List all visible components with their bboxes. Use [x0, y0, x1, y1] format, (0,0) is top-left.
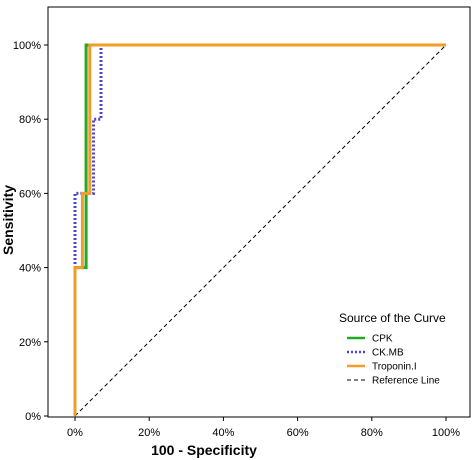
x-tick-label: 60%	[287, 427, 309, 439]
plot-frame	[47, 6, 471, 418]
x-tick-label: 100%	[432, 427, 460, 439]
y-tick-label: 40%	[19, 263, 41, 275]
x-axis-title: 100 - Specificity	[151, 442, 257, 458]
y-tick-label: 80%	[19, 114, 41, 126]
x-tick-label: 0%	[67, 427, 83, 439]
legend: Source of the Curve CPK CK.MB Troponin.I Re…	[339, 311, 446, 387]
legend-items: CPK CK.MB Troponin.I Reference Line	[347, 334, 440, 387]
y-axis-ticks: 0% 20% 40% 60% 80% 100%	[13, 40, 48, 423]
y-tick-label: 100%	[13, 40, 41, 52]
y-tick-label: 0%	[25, 411, 41, 423]
y-tick-label: 60%	[19, 188, 41, 200]
y-axis-title: Sensitivity	[0, 185, 16, 255]
y-tick-label: 20%	[19, 337, 41, 349]
series-line-ck-mb	[73, 43, 446, 416]
series-line-troponin-i	[73, 43, 446, 416]
legend-label: Troponin.I	[372, 362, 417, 373]
x-tick-label: 80%	[361, 427, 383, 439]
series-layer	[73, 43, 447, 417]
x-tick-label: 40%	[212, 427, 234, 439]
legend-label: Reference Line	[372, 376, 440, 387]
legend-title: Source of the Curve	[339, 311, 446, 325]
x-tick-label: 20%	[138, 427, 160, 439]
legend-label: CPK	[372, 334, 393, 345]
x-axis-ticks: 0% 20% 40% 60% 80% 100%	[67, 417, 460, 439]
legend-label: CK.MB	[372, 348, 404, 359]
series-line-reference-line	[74, 44, 447, 417]
